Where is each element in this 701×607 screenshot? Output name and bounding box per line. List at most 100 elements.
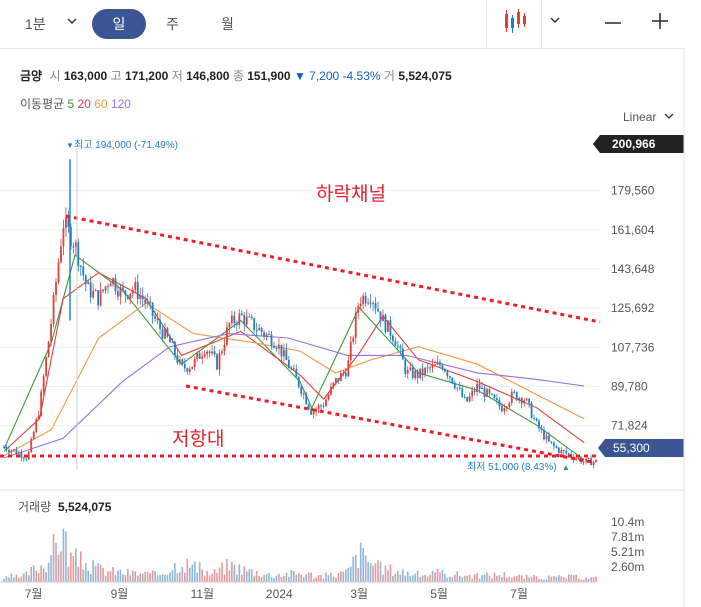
volume-bar bbox=[117, 570, 119, 582]
volume-bar bbox=[394, 573, 397, 582]
ma-60: 60 bbox=[94, 97, 108, 111]
moving-average-lines bbox=[3, 254, 585, 461]
tab-daily[interactable]: 일 bbox=[92, 9, 146, 39]
chart-type-chevron-icon[interactable] bbox=[548, 13, 562, 27]
candle bbox=[193, 359, 196, 367]
volume-bar bbox=[401, 569, 404, 582]
max-marker: 최고 194,000 (-71.49%) bbox=[74, 139, 178, 151]
volume-bar bbox=[221, 562, 223, 582]
y-tick-label: 161,604 bbox=[611, 223, 655, 237]
candle bbox=[94, 290, 97, 292]
candle bbox=[451, 377, 454, 384]
candle bbox=[315, 409, 318, 412]
candle bbox=[419, 368, 422, 379]
candle bbox=[354, 312, 357, 338]
candle bbox=[275, 347, 278, 349]
chevron-down-icon[interactable] bbox=[65, 14, 79, 28]
volume-bar bbox=[523, 578, 525, 582]
volume-bar bbox=[79, 551, 82, 582]
candle bbox=[406, 369, 409, 374]
volume-bar bbox=[548, 575, 550, 582]
min-marker-arrow-icon: ▲ bbox=[562, 463, 570, 472]
chevron-down-icon bbox=[664, 113, 674, 119]
volume-bar bbox=[13, 577, 15, 582]
candle bbox=[530, 403, 533, 419]
candle bbox=[183, 364, 186, 369]
candle bbox=[570, 453, 573, 457]
candle bbox=[339, 372, 342, 382]
candle bbox=[203, 354, 206, 357]
volume-tick-label: 7.81m bbox=[611, 530, 644, 544]
volume-bar bbox=[362, 547, 364, 582]
chart-type-button[interactable] bbox=[486, 0, 542, 48]
candle bbox=[300, 386, 303, 394]
tab-monthly[interactable]: 월 bbox=[221, 16, 234, 32]
volume-bar bbox=[382, 574, 384, 582]
volume-bar bbox=[315, 577, 317, 582]
candle bbox=[590, 458, 592, 466]
current-price-tag-label: 55,300 bbox=[613, 441, 650, 455]
candle bbox=[74, 242, 77, 247]
candle bbox=[109, 283, 112, 287]
volume-bar bbox=[478, 578, 481, 582]
volume-bar bbox=[114, 575, 117, 582]
volume-bar bbox=[94, 565, 97, 582]
volume-bar bbox=[560, 576, 563, 582]
candle bbox=[414, 370, 417, 379]
volume-bar bbox=[166, 574, 169, 582]
volume-bar bbox=[446, 577, 449, 582]
y-tick-label: 143,648 bbox=[611, 262, 655, 276]
stock-name: 금양 bbox=[20, 69, 43, 83]
zoom-in-icon[interactable] bbox=[650, 11, 670, 31]
scale-toggle[interactable]: Linear bbox=[623, 110, 675, 124]
candle bbox=[325, 399, 327, 407]
current-price-tag: 55,300 bbox=[598, 439, 684, 457]
volume-bar bbox=[577, 578, 580, 582]
candle bbox=[87, 282, 90, 285]
volume-bar bbox=[191, 564, 194, 582]
change-percent: -4.53% bbox=[342, 69, 381, 83]
candle bbox=[446, 371, 449, 377]
candle bbox=[25, 458, 28, 460]
volume-bar bbox=[45, 572, 47, 582]
volume-bar bbox=[67, 566, 70, 582]
volume-bar bbox=[280, 576, 283, 582]
zoom-out-icon[interactable] bbox=[603, 13, 623, 33]
volume-bar bbox=[72, 556, 75, 582]
volume-panel-label: 거래량 bbox=[18, 500, 51, 514]
volume-bar bbox=[134, 571, 137, 582]
volume-bar bbox=[436, 568, 439, 582]
volume-bar bbox=[176, 573, 179, 582]
support-label: 저항대 bbox=[172, 428, 224, 450]
candle bbox=[500, 406, 503, 412]
volume-bar bbox=[466, 575, 468, 582]
candle bbox=[287, 359, 290, 368]
candle bbox=[55, 282, 57, 295]
candle bbox=[47, 341, 50, 358]
volume-bar bbox=[129, 575, 132, 582]
candle bbox=[478, 383, 481, 389]
candle bbox=[82, 266, 85, 276]
top-price-tag-label: 200,966 bbox=[612, 137, 656, 151]
candle bbox=[5, 447, 8, 450]
candle bbox=[22, 457, 25, 459]
volume-tick-label: 10.4m bbox=[611, 515, 644, 529]
candle bbox=[538, 420, 540, 429]
moving-average-legend[interactable]: 이동평균 5 20 60 120 bbox=[20, 95, 131, 112]
volume-bar bbox=[582, 579, 585, 582]
volume-bar bbox=[449, 576, 451, 582]
volume-tick-label: 5.21m bbox=[611, 545, 644, 559]
volume-bar bbox=[439, 572, 441, 582]
volume-bar bbox=[481, 574, 483, 582]
volume-bar bbox=[476, 573, 478, 582]
volume-bar bbox=[5, 576, 8, 582]
period-select[interactable]: 1분 bbox=[25, 16, 46, 32]
candle bbox=[15, 449, 18, 454]
volume-bar bbox=[543, 579, 545, 582]
tab-weekly[interactable]: 주 bbox=[166, 16, 179, 32]
x-tick-label: 7월 bbox=[25, 587, 43, 601]
candle bbox=[206, 351, 209, 355]
high-value: 171,200 bbox=[124, 69, 169, 83]
candle bbox=[513, 391, 516, 393]
